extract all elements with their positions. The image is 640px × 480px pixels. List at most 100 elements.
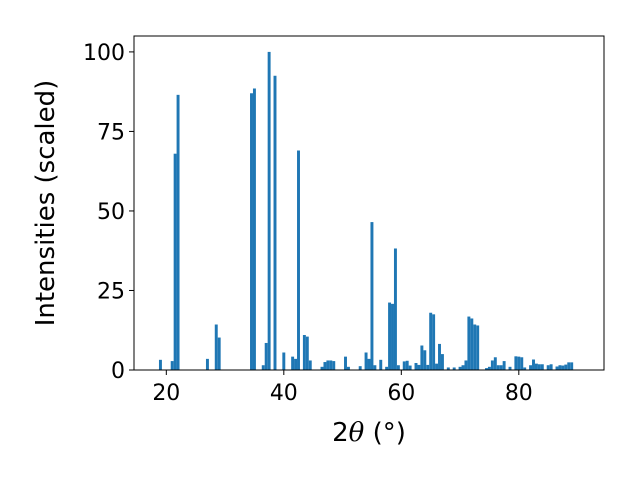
bar-3 <box>176 94 180 370</box>
bar-25 <box>344 356 347 370</box>
bar-66 <box>502 361 506 370</box>
bar-0 <box>158 359 162 370</box>
bar-78 <box>549 364 553 370</box>
bar-71 <box>523 367 527 370</box>
bar-79 <box>555 366 559 370</box>
bar-53 <box>458 366 462 370</box>
x-tick-label-20: 20 <box>152 381 180 406</box>
bar-23 <box>329 360 333 370</box>
bar-12 <box>273 75 277 370</box>
bar-10 <box>264 342 268 370</box>
bar-51 <box>446 367 450 370</box>
bar-77 <box>546 365 550 370</box>
y-tick-label-50: 50 <box>97 200 125 225</box>
bar-76 <box>540 364 544 370</box>
x-tick-label-40: 40 <box>270 381 298 406</box>
bar-65 <box>499 365 503 370</box>
y-tick-label-75: 75 <box>97 120 125 145</box>
bar-9 <box>261 365 265 370</box>
bar-29 <box>367 358 371 370</box>
bar-36 <box>393 248 397 370</box>
y-tick-label-25: 25 <box>97 279 125 304</box>
bar-8 <box>252 88 256 371</box>
bar-63 <box>493 357 497 370</box>
bar-15 <box>294 358 298 370</box>
x-axis-label-theta: θ <box>349 418 365 448</box>
bar-1 <box>170 361 174 370</box>
bar-13 <box>282 352 286 370</box>
bar-43 <box>420 345 424 370</box>
bar-47 <box>432 314 436 370</box>
bar-58 <box>473 324 477 370</box>
bar-26 <box>346 366 350 370</box>
bar-20 <box>320 366 324 370</box>
bar-50 <box>440 354 444 370</box>
bar-27 <box>358 366 362 370</box>
bar-35 <box>391 303 394 370</box>
bar-16 <box>297 150 300 370</box>
bar-17 <box>302 335 306 370</box>
bar-4 <box>205 358 209 370</box>
bar-42 <box>417 364 421 370</box>
bar-54 <box>461 365 465 370</box>
bar-84 <box>570 362 574 370</box>
bar-69 <box>517 356 521 370</box>
x-axis-label: 2θ (°) <box>332 418 406 448</box>
bar-73 <box>532 359 535 370</box>
bar-30 <box>370 222 374 370</box>
bar-24 <box>332 361 336 370</box>
y-tick-label-100: 100 <box>83 41 125 66</box>
bar-37 <box>396 365 400 370</box>
x-axis-label-post: (°) <box>364 418 406 448</box>
bar-81 <box>561 365 565 370</box>
bar-6 <box>217 337 221 370</box>
bar-49 <box>438 343 441 370</box>
bar-19 <box>308 360 312 370</box>
bar-40 <box>408 365 412 370</box>
bar-74 <box>534 363 538 370</box>
y-axis-ticks: 0 25 50 75 100 <box>83 41 134 384</box>
bar-83 <box>567 362 571 370</box>
bar-57 <box>470 318 474 370</box>
bar-48 <box>435 363 439 370</box>
bar-75 <box>537 364 541 370</box>
bar-33 <box>385 366 389 370</box>
y-tick-label-0: 0 <box>111 359 125 384</box>
bar-55 <box>464 360 468 370</box>
x-axis-ticks: 20 40 60 80 <box>152 370 533 406</box>
bar-5 <box>214 324 218 370</box>
bar-82 <box>564 364 568 370</box>
bar-7 <box>250 93 253 370</box>
bar-14 <box>291 356 295 370</box>
x-tick-label-80: 80 <box>505 381 533 406</box>
bar-59 <box>476 325 480 370</box>
bar-28 <box>364 352 368 370</box>
bar-62 <box>490 360 494 370</box>
bar-31 <box>373 365 377 370</box>
bar-18 <box>305 336 309 370</box>
bar-64 <box>496 365 500 370</box>
bar-11 <box>267 51 271 371</box>
bar-67 <box>508 366 512 370</box>
bar-21 <box>323 362 327 370</box>
bar-60 <box>485 368 488 370</box>
y-axis-label: Intensities (scaled) <box>31 80 61 327</box>
bar-72 <box>529 365 533 370</box>
bar-70 <box>520 357 524 370</box>
bar-45 <box>426 364 430 370</box>
bar-68 <box>514 356 518 370</box>
bar-52 <box>452 367 456 370</box>
bar-22 <box>326 360 330 370</box>
bar-32 <box>379 359 383 370</box>
bar-56 <box>467 316 471 370</box>
bar-46 <box>429 312 433 370</box>
bar-80 <box>558 365 562 370</box>
bar-2 <box>173 153 177 370</box>
bar-39 <box>405 360 409 370</box>
bar-38 <box>402 361 406 370</box>
bar-44 <box>423 350 427 370</box>
bars-group <box>158 51 574 371</box>
bar-41 <box>414 363 418 370</box>
bar-61 <box>487 366 491 370</box>
